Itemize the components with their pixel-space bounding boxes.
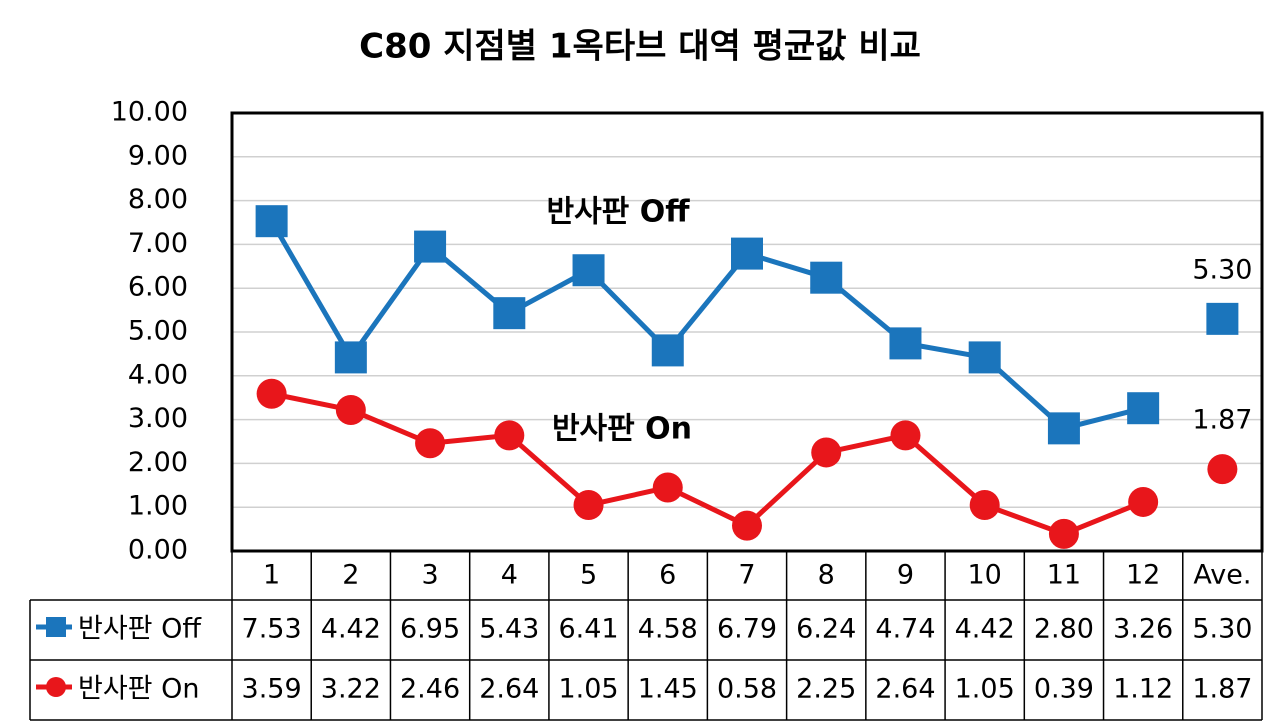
legend-marker [46, 617, 66, 637]
marker [493, 297, 526, 330]
marker [573, 490, 604, 521]
table-value: 4.74 [875, 614, 935, 645]
table-value: 1.87 [1192, 674, 1252, 705]
table-value: 2.25 [796, 674, 856, 705]
x-tick-label: Ave. [1193, 560, 1251, 591]
marker [334, 341, 367, 374]
plot-frame [230, 111, 1264, 553]
legend-marker [46, 677, 66, 697]
legend-label: 반사판 Off [78, 614, 202, 645]
table-value: 0.39 [1034, 674, 1094, 705]
y-tick-label: 10.00 [111, 97, 188, 128]
marker [890, 420, 921, 451]
x-tick-label: 1 [263, 560, 280, 591]
marker [256, 378, 287, 409]
marker [494, 420, 525, 451]
x-tick-label: 4 [501, 560, 518, 591]
marker [1047, 412, 1080, 445]
table-value: 6.41 [558, 614, 618, 645]
marker [1206, 302, 1239, 335]
data-label: 5.30 [1192, 254, 1252, 285]
table-value: 3.22 [321, 674, 381, 705]
table-value: 1.45 [638, 674, 698, 705]
x-tick-label: 7 [738, 560, 755, 591]
y-tick-label: 9.00 [128, 140, 188, 171]
series-line [269, 219, 1144, 431]
x-tick-label: 12 [1126, 560, 1160, 591]
x-tick-label: 5 [580, 560, 597, 591]
marker [652, 472, 683, 503]
table-value: 2.80 [1034, 614, 1094, 645]
y-tick-label: 3.00 [128, 403, 188, 434]
table-value: 7.53 [242, 614, 302, 645]
y-tick-label: 5.00 [128, 316, 188, 347]
marker [1048, 518, 1079, 549]
y-tick-label: 1.00 [128, 491, 188, 522]
table-value: 4.58 [638, 614, 698, 645]
table-value: 2.64 [479, 674, 539, 705]
table-value: 2.64 [875, 674, 935, 705]
table-value: 4.42 [955, 614, 1015, 645]
y-tick-label: 7.00 [128, 228, 188, 259]
marker [572, 254, 605, 287]
table-value: 5.43 [479, 614, 539, 645]
table-value: 1.05 [955, 674, 1015, 705]
legend-label: 반사판 On [78, 674, 199, 705]
marker [1127, 392, 1160, 425]
chart-title: C80 지점별 1옥타브 대역 평균값 비교 [359, 27, 921, 67]
x-tick-label: 2 [342, 560, 359, 591]
marker [335, 394, 366, 425]
marker [732, 510, 762, 541]
x-tick-label: 8 [818, 560, 835, 591]
marker [1207, 454, 1238, 485]
data-label: 1.87 [1192, 405, 1252, 436]
marker [810, 261, 843, 294]
table-value: 3.26 [1113, 614, 1173, 645]
y-tick-label: 0.00 [128, 535, 188, 566]
table-value: 2.46 [400, 674, 460, 705]
y-tick-label: 8.00 [128, 184, 188, 215]
marker [255, 205, 288, 238]
marker [651, 334, 684, 367]
table-value: 0.58 [717, 674, 777, 705]
table-value: 1.05 [558, 674, 618, 705]
table-value: 6.95 [400, 614, 460, 645]
x-tick-label: 3 [421, 560, 438, 591]
table-value: 3.59 [242, 674, 302, 705]
y-tick-label: 4.00 [128, 359, 188, 390]
marker [969, 490, 1000, 521]
marker [415, 428, 446, 459]
marker [414, 230, 447, 263]
x-tick-label: 11 [1047, 560, 1081, 591]
marker [731, 237, 763, 270]
table-value: 6.24 [796, 614, 856, 645]
annotation: 반사판 On [552, 412, 692, 447]
x-tick-label: 6 [659, 560, 676, 591]
y-tick-label: 2.00 [128, 447, 188, 478]
table-value: 6.79 [717, 614, 777, 645]
marker [1128, 486, 1159, 517]
x-tick-label: 9 [897, 560, 914, 591]
marker [811, 437, 842, 468]
table-value: 1.12 [1113, 674, 1173, 705]
table-value: 5.30 [1192, 614, 1252, 645]
table-value: 4.42 [321, 614, 381, 645]
marker [889, 327, 922, 360]
annotation: 반사판 Off [546, 195, 690, 230]
y-tick-label: 6.00 [128, 272, 188, 303]
x-tick-label: 10 [968, 560, 1002, 591]
marker [968, 341, 1001, 374]
